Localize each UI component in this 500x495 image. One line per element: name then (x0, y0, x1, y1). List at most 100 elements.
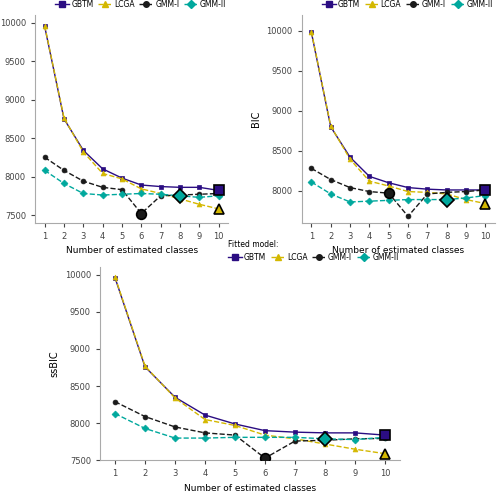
LCGA (463, 197, 469, 202)
GBTM (172, 394, 178, 400)
GBTM (262, 428, 268, 434)
LCGA (80, 149, 86, 155)
GMM-I (347, 185, 353, 191)
GBTM (444, 187, 450, 193)
LCGA (352, 446, 358, 452)
GMM-II (347, 199, 353, 205)
GBTM (328, 124, 334, 130)
GMM-II (382, 435, 388, 441)
Line: GBTM: GBTM (309, 30, 488, 193)
Legend: GBTM, LCGA, GMM-I, GMM-II: GBTM, LCGA, GMM-I, GMM-II (55, 0, 226, 9)
GMM-I (352, 436, 358, 442)
Y-axis label: BIC: BIC (251, 110, 261, 127)
LCGA (482, 200, 488, 206)
GMM-II (366, 198, 372, 204)
GMM-I (322, 437, 328, 443)
Line: LCGA: LCGA (112, 275, 388, 456)
GMM-II (119, 191, 125, 197)
LCGA (196, 201, 202, 207)
GBTM (61, 116, 67, 122)
Line: GMM-I: GMM-I (309, 166, 488, 219)
GMM-II (172, 435, 178, 441)
Line: GBTM: GBTM (42, 24, 221, 193)
GBTM (308, 30, 314, 36)
GMM-I (42, 154, 48, 160)
LCGA (308, 29, 314, 35)
GMM-II (308, 179, 314, 185)
GMM-I (80, 178, 86, 184)
GBTM (216, 188, 222, 194)
X-axis label: Number of estimated classes: Number of estimated classes (66, 247, 198, 255)
Line: GMM-I: GMM-I (112, 399, 388, 460)
GMM-II (328, 191, 334, 197)
GMM-I (196, 191, 202, 197)
GMM-II (202, 435, 208, 441)
LCGA (61, 115, 67, 121)
Line: GMM-II: GMM-II (309, 180, 488, 204)
LCGA (424, 190, 430, 196)
GBTM (463, 187, 469, 193)
Legend: GBTM, LCGA, GMM-I, GMM-II: GBTM, LCGA, GMM-I, GMM-II (322, 0, 493, 9)
LCGA (347, 156, 353, 162)
GBTM (80, 148, 86, 153)
GMM-I (177, 192, 183, 198)
GMM-I (216, 191, 222, 197)
GMM-I (142, 413, 148, 419)
GMM-I (292, 438, 298, 444)
LCGA (444, 191, 450, 197)
GBTM (424, 186, 430, 192)
GBTM (119, 175, 125, 181)
GMM-I (463, 189, 469, 195)
LCGA (119, 176, 125, 182)
GMM-I (328, 177, 334, 183)
GMM-II (292, 435, 298, 441)
GBTM (366, 173, 372, 179)
LCGA (42, 23, 48, 29)
LCGA (158, 191, 164, 197)
LCGA (405, 189, 411, 195)
LCGA (216, 206, 222, 212)
LCGA (366, 178, 372, 184)
GMM-II (138, 191, 144, 197)
GMM-II (42, 167, 48, 173)
GMM-II (100, 192, 105, 198)
LCGA (328, 123, 334, 129)
GMM-II (482, 193, 488, 198)
X-axis label: Number of estimated classes: Number of estimated classes (332, 247, 464, 255)
Line: GMM-II: GMM-II (112, 411, 388, 442)
GMM-I (119, 187, 125, 193)
LCGA (292, 436, 298, 442)
GBTM (158, 184, 164, 190)
GMM-I (405, 213, 411, 219)
GMM-I (138, 210, 144, 216)
GMM-I (386, 190, 392, 196)
GBTM (100, 166, 105, 172)
GMM-II (424, 197, 430, 202)
GBTM (405, 185, 411, 191)
LCGA (386, 183, 392, 189)
GMM-II (262, 435, 268, 441)
LCGA (112, 274, 118, 280)
GMM-II (196, 195, 202, 200)
GMM-II (232, 435, 238, 441)
GMM-I (482, 187, 488, 193)
LCGA (100, 170, 105, 176)
GBTM (347, 154, 353, 160)
GBTM (322, 430, 328, 436)
GMM-II (405, 197, 411, 202)
GBTM (232, 421, 238, 427)
GBTM (138, 182, 144, 188)
GMM-II (444, 197, 450, 202)
LCGA (172, 395, 178, 401)
GBTM (382, 432, 388, 438)
LCGA (262, 432, 268, 438)
GMM-I (444, 190, 450, 196)
GMM-I (366, 189, 372, 195)
GMM-II (322, 436, 328, 442)
LCGA (177, 196, 183, 202)
X-axis label: Number of estimated classes: Number of estimated classes (184, 484, 316, 493)
GBTM (292, 429, 298, 435)
Legend: GBTM, LCGA, GMM-I, GMM-II: GBTM, LCGA, GMM-I, GMM-II (228, 240, 399, 261)
GMM-I (308, 165, 314, 171)
GBTM (482, 187, 488, 193)
